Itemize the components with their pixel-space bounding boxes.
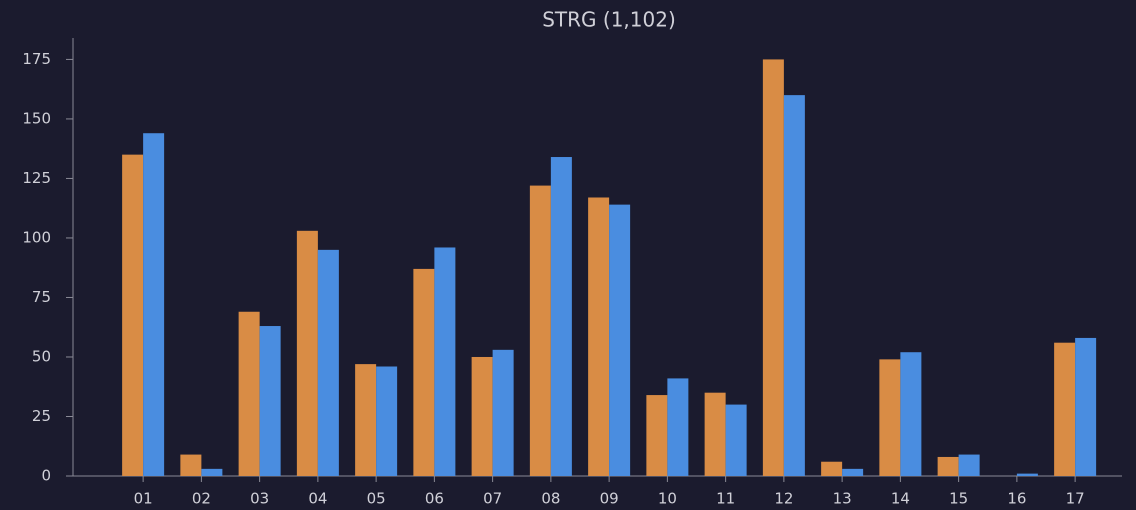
bar bbox=[529, 185, 551, 476]
bar bbox=[842, 468, 864, 476]
x-tick-label: 10 bbox=[658, 490, 677, 508]
bar bbox=[646, 395, 668, 476]
bar bbox=[958, 454, 980, 476]
bar bbox=[725, 404, 747, 476]
bar bbox=[434, 247, 456, 476]
x-tick-label: 11 bbox=[716, 490, 735, 508]
bar bbox=[609, 204, 631, 476]
bar bbox=[259, 326, 281, 476]
x-tick-label: 01 bbox=[134, 490, 153, 508]
bar bbox=[122, 154, 144, 477]
x-tick-label: 14 bbox=[891, 490, 910, 508]
bar bbox=[355, 364, 377, 476]
y-tick-label: 175 bbox=[22, 50, 51, 68]
x-tick-label: 03 bbox=[250, 490, 269, 508]
bar bbox=[471, 356, 493, 476]
x-tick-label: 06 bbox=[425, 490, 444, 508]
y-tick-label: 25 bbox=[32, 407, 51, 425]
x-tick-label: 09 bbox=[600, 490, 619, 508]
bar bbox=[762, 59, 784, 476]
y-tick-label: 0 bbox=[41, 467, 51, 485]
bar bbox=[376, 366, 398, 476]
x-tick-label: 08 bbox=[541, 490, 560, 508]
bar bbox=[180, 454, 202, 476]
bar bbox=[550, 157, 572, 477]
bar bbox=[317, 249, 339, 476]
bar bbox=[900, 352, 922, 476]
bar bbox=[879, 359, 901, 476]
bar bbox=[296, 230, 318, 476]
bar bbox=[821, 461, 843, 476]
x-tick-label: 16 bbox=[1007, 490, 1026, 508]
bar bbox=[667, 378, 689, 476]
x-tick-label: 04 bbox=[308, 490, 327, 508]
bar bbox=[413, 268, 435, 476]
x-tick-label: 17 bbox=[1066, 490, 1085, 508]
bar bbox=[704, 392, 726, 476]
bar bbox=[1016, 473, 1038, 476]
y-tick-label: 75 bbox=[32, 288, 51, 306]
y-tick-label: 150 bbox=[22, 109, 51, 127]
x-tick-label: 07 bbox=[483, 490, 502, 508]
bar bbox=[937, 456, 959, 476]
chart-title: STRG (1,102) bbox=[542, 8, 676, 32]
bar bbox=[492, 349, 514, 476]
x-tick-label: 13 bbox=[833, 490, 852, 508]
bar bbox=[1054, 342, 1076, 476]
x-tick-label: 05 bbox=[367, 490, 386, 508]
bar bbox=[588, 197, 610, 476]
bar bbox=[783, 95, 805, 476]
y-tick-label: 50 bbox=[32, 347, 51, 365]
x-tick-label: 02 bbox=[192, 490, 211, 508]
y-tick-label: 100 bbox=[22, 228, 51, 246]
x-tick-label: 15 bbox=[949, 490, 968, 508]
x-tick-label: 12 bbox=[774, 490, 793, 508]
bar bbox=[143, 133, 165, 476]
bar bbox=[201, 468, 223, 476]
bar bbox=[238, 311, 260, 476]
bar bbox=[1075, 337, 1097, 476]
y-tick-label: 125 bbox=[22, 169, 51, 187]
